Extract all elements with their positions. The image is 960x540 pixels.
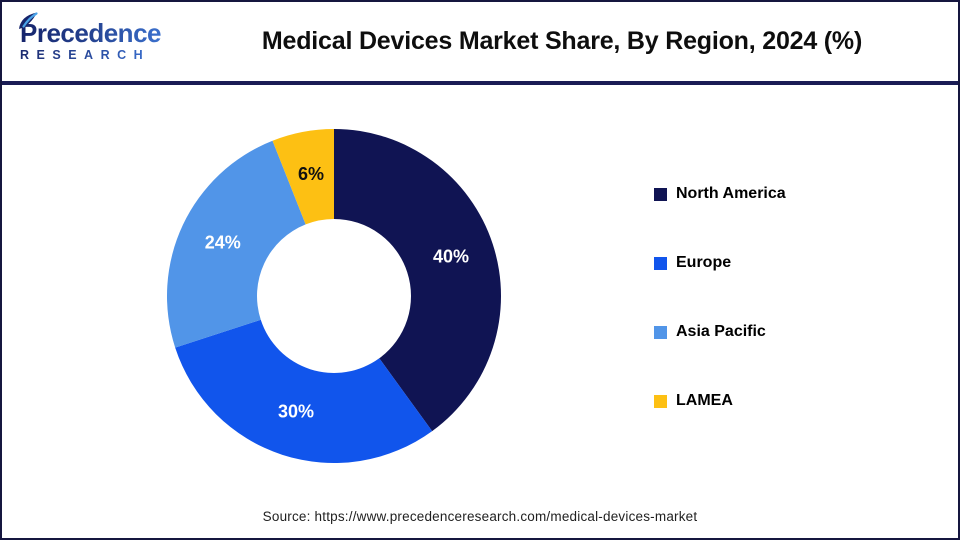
donut-slice-europe	[175, 319, 433, 464]
legend-swatch-north-america	[654, 187, 667, 201]
header-separator	[2, 81, 958, 85]
legend-swatch-asia-pacific	[654, 325, 667, 339]
chart-area: 40% 30% 24% 6% North America Europe Asia Paci…	[2, 85, 958, 536]
source-citation: Source: https://www.precedenceresearch.c…	[262, 509, 698, 524]
legend-item-asia-pacific: Asia Pacific	[654, 321, 786, 343]
legend-label-europe: Europe	[676, 254, 732, 271]
slice-label-asia-pacific: 24%	[205, 232, 241, 252]
chart-legend: North America Europe Asia Pacific LAMEA	[654, 183, 786, 412]
logo-wordmark: Precedence	[20, 19, 172, 47]
slice-label-north-america: 40%	[433, 247, 469, 267]
leaf-icon	[17, 11, 39, 36]
legend-item-north-america: North America	[654, 183, 786, 205]
legend-label-north-america: North America	[676, 185, 786, 202]
donut-chart: 40% 30% 24% 6%	[166, 129, 502, 464]
slice-label-lamea: 6%	[298, 164, 324, 184]
legend-label-asia-pacific: Asia Pacific	[676, 323, 766, 340]
donut-slice-lamea	[272, 129, 334, 225]
slice-label-europe: 30%	[278, 402, 314, 422]
legend-swatch-lamea	[654, 394, 667, 408]
page-title: Medical Devices Market Share, By Region,…	[261, 27, 863, 55]
header: Precedence RESEARCH Medical Devices Mark…	[2, 2, 958, 81]
precedence-research-logo: Precedence RESEARCH	[19, 12, 172, 64]
donut-slice-asia-pacific	[166, 140, 306, 348]
donut-slice-north-america	[334, 129, 502, 432]
logo-subtitle: RESEARCH	[20, 47, 172, 63]
legend-swatch-europe	[654, 256, 667, 270]
legend-item-europe: Europe	[654, 252, 786, 274]
legend-label-lamea: LAMEA	[676, 392, 733, 409]
legend-item-lamea: LAMEA	[654, 390, 786, 412]
